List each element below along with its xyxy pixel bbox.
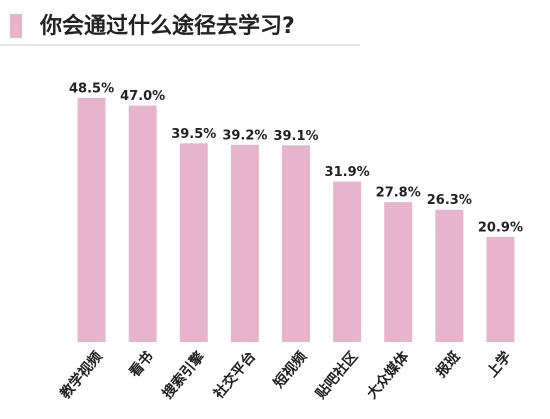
value-label: 39.1% — [273, 129, 318, 144]
x-tick-label: 短视频 — [270, 348, 310, 391]
bar — [128, 105, 157, 343]
x-tick-label: 教学视频 — [57, 348, 106, 402]
value-label: 26.3% — [427, 193, 472, 208]
x-tick-label: 报班 — [432, 348, 463, 380]
chart-title: 你会通过什么途径去学习? — [39, 13, 295, 39]
title-accent — [10, 14, 22, 38]
bar — [435, 209, 464, 342]
x-tick-label: 社交平台 — [209, 348, 259, 403]
bar — [179, 143, 208, 342]
value-label: 39.5% — [171, 127, 216, 142]
value-label: 48.5% — [69, 82, 114, 97]
value-label: 20.9% — [478, 220, 523, 235]
value-label: 47.0% — [120, 89, 165, 104]
bar — [333, 181, 362, 342]
value-label: 31.9% — [325, 165, 370, 180]
x-tick-label: 贴吧社区 — [312, 348, 361, 402]
bar — [282, 145, 310, 342]
x-tick-label: 上学 — [484, 348, 515, 380]
x-tick-label: 大众媒体 — [363, 347, 413, 402]
x-tick-label: 看书 — [125, 348, 157, 381]
bar — [230, 144, 259, 342]
x-tick-label: 搜索引擎 — [159, 348, 208, 402]
bar — [77, 98, 106, 342]
value-label: 27.8% — [376, 186, 421, 201]
bar — [486, 236, 515, 342]
value-label: 39.2% — [222, 128, 267, 143]
bar — [384, 202, 413, 342]
